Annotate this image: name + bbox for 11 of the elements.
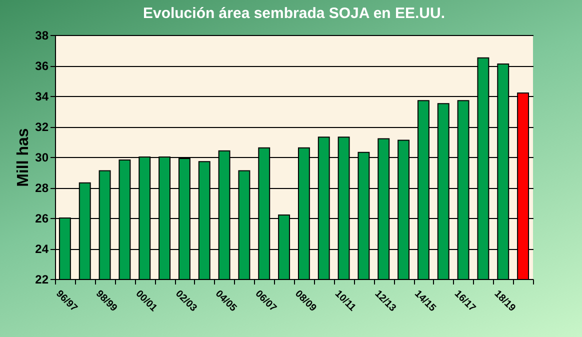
y-tick-label: 38	[35, 28, 49, 42]
y-tick-label: 36	[35, 59, 49, 73]
y-axis-title: Mill has	[15, 128, 32, 187]
y-tick-label: 34	[35, 90, 49, 104]
chart-title: Evolución área sembrada SOJA en EE.UU.	[142, 5, 446, 22]
y-tick-label: 30	[35, 150, 49, 164]
y-tick-label: 28	[35, 181, 49, 195]
y-tick-label: 26	[35, 212, 49, 226]
y-tick-label: 24	[35, 242, 49, 256]
y-tick-label: 32	[35, 120, 49, 134]
y-tick-label: 22	[35, 272, 49, 286]
